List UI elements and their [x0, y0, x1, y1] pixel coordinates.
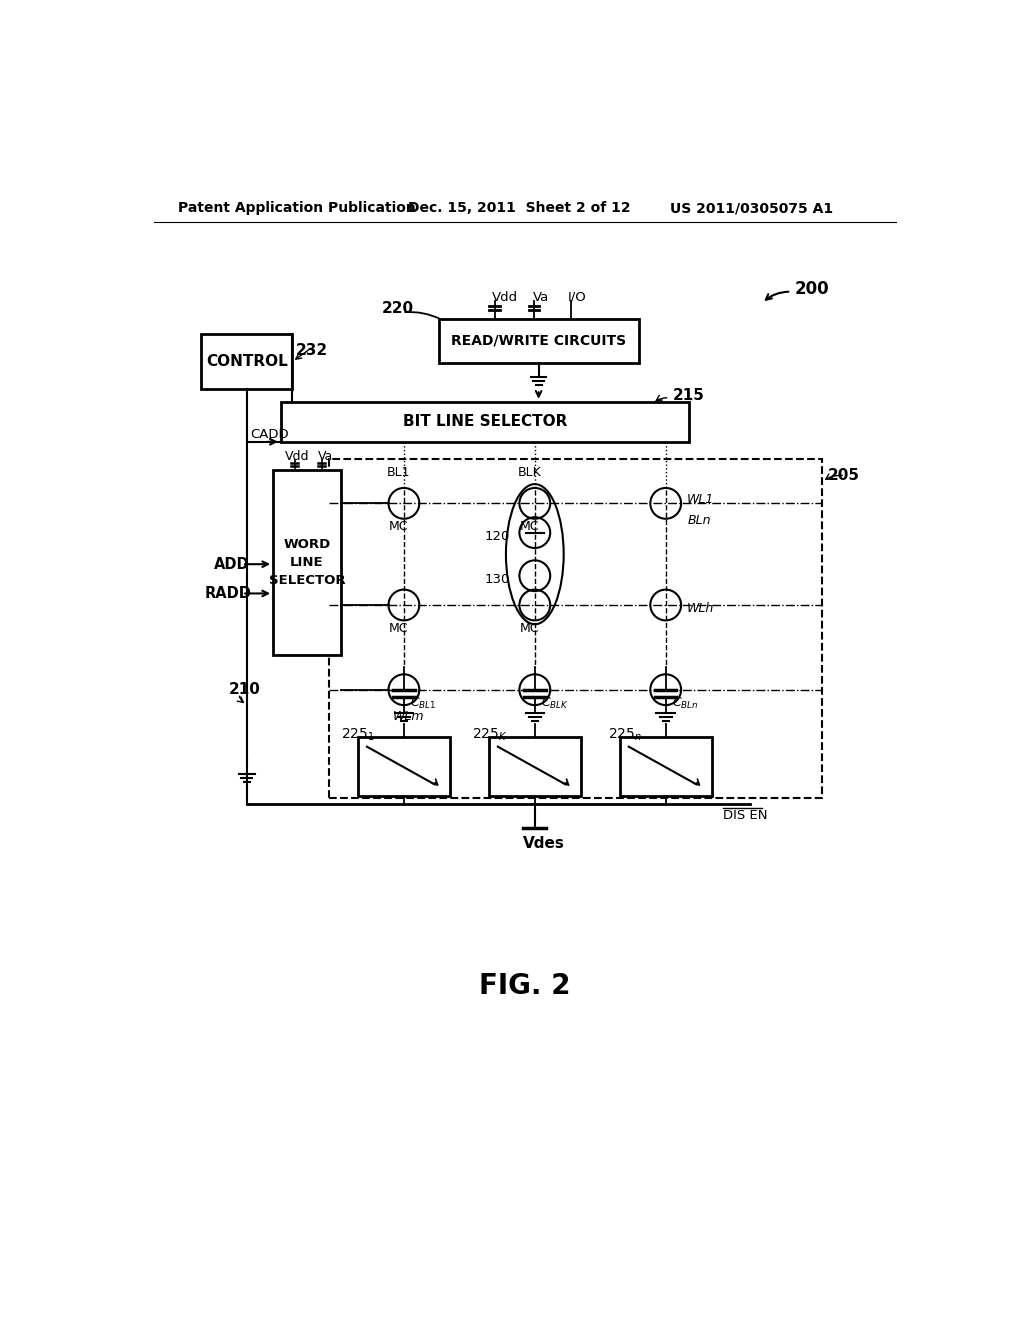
Text: WORD
LINE
SELECTOR: WORD LINE SELECTOR	[268, 539, 345, 587]
Text: CONTROL: CONTROL	[206, 354, 288, 370]
Text: BIT LINE SELECTOR: BIT LINE SELECTOR	[402, 414, 567, 429]
Text: Patent Application Publication: Patent Application Publication	[178, 202, 416, 215]
FancyBboxPatch shape	[438, 318, 639, 363]
Text: MC: MC	[388, 622, 408, 635]
Text: DIS EN: DIS EN	[724, 809, 768, 822]
Text: RADD: RADD	[205, 586, 251, 601]
Text: MC: MC	[388, 520, 408, 533]
FancyBboxPatch shape	[620, 738, 712, 796]
Text: FIG. 2: FIG. 2	[479, 972, 570, 1001]
FancyBboxPatch shape	[330, 459, 822, 797]
Text: 210: 210	[229, 682, 261, 697]
Text: 225$_n$: 225$_n$	[608, 726, 642, 743]
Text: ADD: ADD	[214, 557, 250, 572]
Text: 220: 220	[382, 301, 414, 315]
Text: BL1: BL1	[387, 466, 411, 479]
Text: $C_{BL1}$: $C_{BL1}$	[410, 696, 436, 711]
Text: 205: 205	[828, 469, 860, 483]
Text: 225$_K$: 225$_K$	[472, 726, 507, 743]
Text: I/O: I/O	[568, 290, 587, 304]
Text: 232: 232	[296, 343, 329, 358]
Text: US 2011/0305075 A1: US 2011/0305075 A1	[670, 202, 833, 215]
Text: 120: 120	[484, 529, 510, 543]
Text: Vdes: Vdes	[522, 836, 564, 851]
FancyBboxPatch shape	[273, 470, 341, 655]
Text: Vdd: Vdd	[492, 290, 518, 304]
Text: Va: Va	[532, 290, 549, 304]
Text: 215: 215	[673, 388, 705, 403]
Text: 130: 130	[484, 573, 510, 586]
Text: 200: 200	[795, 280, 828, 298]
FancyBboxPatch shape	[488, 738, 581, 796]
Text: WLm: WLm	[392, 710, 424, 723]
Text: $C_{BLK}$: $C_{BLK}$	[541, 696, 569, 711]
Text: BLK: BLK	[518, 466, 542, 479]
FancyBboxPatch shape	[281, 401, 689, 442]
Text: CADD: CADD	[251, 428, 290, 441]
Text: READ/WRITE CIRCUITS: READ/WRITE CIRCUITS	[452, 334, 627, 348]
Text: MC: MC	[519, 622, 539, 635]
FancyBboxPatch shape	[357, 738, 451, 796]
Text: Va: Va	[317, 450, 333, 463]
Text: $C_{BLn}$: $C_{BLn}$	[672, 696, 698, 711]
Text: BLn: BLn	[687, 513, 711, 527]
Text: MC: MC	[519, 520, 539, 533]
Text: WLh: WLh	[687, 602, 715, 615]
Text: 225$_1$: 225$_1$	[341, 726, 375, 743]
FancyBboxPatch shape	[202, 334, 292, 389]
Text: Vdd: Vdd	[286, 450, 310, 463]
Text: Dec. 15, 2011  Sheet 2 of 12: Dec. 15, 2011 Sheet 2 of 12	[408, 202, 631, 215]
Text: WL1: WL1	[687, 492, 715, 506]
